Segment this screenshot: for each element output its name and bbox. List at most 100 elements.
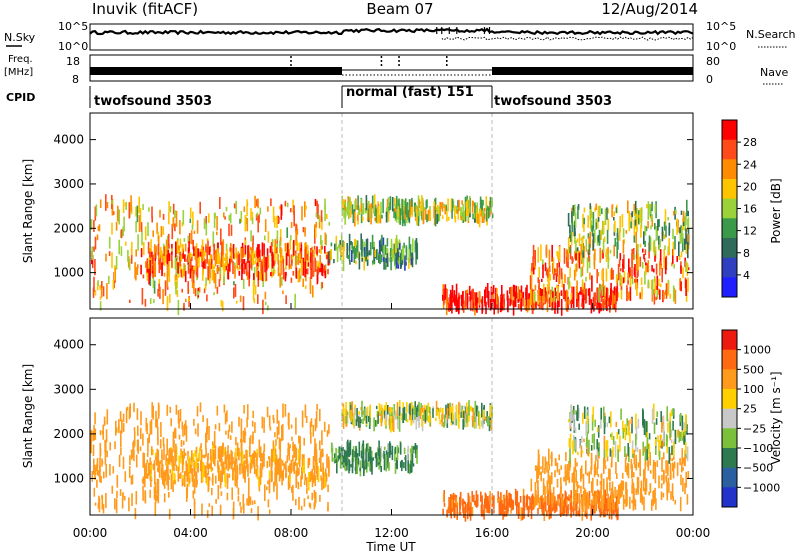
power-echo-cell: [472, 289, 474, 303]
power-echo-cell: [111, 222, 113, 235]
power-echo-cell: [368, 200, 370, 205]
velocity-echo-cell: [371, 450, 373, 463]
velocity-echo-cell: [336, 457, 338, 474]
velocity-echo-cell: [208, 476, 211, 481]
velocity-echo-cell: [276, 482, 278, 500]
velocity-echo-cell: [531, 503, 534, 511]
power-echo-cell: [139, 208, 142, 223]
velocity-echo-cell: [672, 420, 674, 431]
velocity-echo-cell: [206, 426, 208, 443]
x-axis: 00:00 04:00 08:00 12:00 16:00 20:00 00:00 Time…: [73, 303, 710, 554]
velocity-echo-cell: [441, 409, 444, 420]
power-echo-cell: [455, 283, 458, 300]
velocity-echo-cell: [158, 465, 160, 473]
velocity-echo-cell: [449, 504, 452, 515]
velocity-echo-cell: [163, 493, 166, 503]
velocity-echo-cell: [658, 475, 660, 489]
velocity-echo-cell: [455, 497, 458, 505]
velocity-echo-cell: [377, 411, 379, 424]
power-echo-cell: [609, 249, 612, 254]
velocity-echo-cell: [307, 495, 309, 500]
power-echo-cell: [183, 302, 185, 311]
power-echo-cell: [583, 218, 585, 232]
power-echo-cell: [379, 215, 382, 224]
velocity-echo-cell: [257, 506, 259, 521]
velocity-echo-cell: [363, 466, 366, 470]
power-echo-cell: [593, 293, 595, 305]
velocity-echo-cell: [435, 400, 438, 416]
power-echo-cell: [204, 283, 207, 290]
power-echo-cell: [240, 211, 243, 223]
velocity-echo-cell: [232, 508, 235, 520]
power-echo-cell: [187, 235, 190, 244]
power-echo-cell: [171, 261, 174, 269]
velocity-echo-cell: [604, 501, 607, 506]
power-echo-cell: [569, 267, 571, 278]
velocity-echo-cell: [383, 409, 386, 419]
power-echo-cell: [408, 257, 410, 269]
velocity-echo-cell: [483, 504, 485, 520]
power-echo-cell: [457, 207, 460, 220]
power-echo-cell: [140, 264, 142, 275]
power-echo-cell: [367, 256, 369, 260]
power-echo-cell: [444, 284, 446, 300]
velocity-echo-cell: [103, 471, 105, 479]
power-echo-cell: [111, 200, 113, 205]
power-echo-cell: [597, 205, 600, 219]
velocity-echo-cell: [560, 477, 562, 485]
power-echo-cell: [405, 261, 407, 266]
velocity-echo-cell: [616, 500, 619, 509]
power-echo-cell: [373, 205, 375, 214]
velocity-echo-cell: [149, 421, 152, 435]
power-echo-cell: [300, 251, 302, 261]
power-echo-cell: [598, 287, 600, 303]
power-echo-cell: [298, 268, 301, 282]
power-echo-cell: [485, 196, 488, 211]
velocity-echo-cell: [633, 472, 635, 478]
power-echo-cell: [247, 245, 249, 263]
velocity-echo-cell: [561, 497, 564, 507]
power-echo-cell: [644, 240, 646, 247]
power-echo-cell: [548, 249, 551, 267]
velocity-echo-cell: [660, 411, 662, 423]
power-echo-cell: [166, 286, 169, 290]
power-echo-cell: [282, 290, 284, 294]
velocity-echo-cell: [553, 501, 555, 511]
velocity-echo-cell: [295, 417, 297, 435]
velocity-echo-cell: [149, 476, 152, 481]
velocity-echo-cell: [272, 440, 275, 454]
velocity-echo-cell: [396, 412, 399, 428]
velocity-echo-cell: [570, 508, 572, 518]
velocity-echo-cell: [101, 430, 104, 435]
power-echo-cell: [206, 294, 208, 302]
velocity-echo-cell: [618, 489, 620, 504]
power-echo-cell: [656, 287, 658, 300]
power-echo-cell: [315, 260, 317, 272]
power-echo-cell: [511, 301, 514, 306]
power-echo-cell: [389, 257, 391, 262]
velocity-echo-cell: [663, 438, 665, 447]
nsearch-top-tick: 10^5: [706, 20, 736, 33]
power-echo-cell: [414, 242, 417, 253]
velocity-echo-cell: [611, 500, 614, 510]
power-echo-cell: [687, 277, 689, 292]
velocity-echo-cell: [327, 484, 329, 492]
power-echo-cell: [640, 225, 642, 238]
velocity-echo-cell: [522, 495, 525, 513]
velocity-echo-cell: [106, 409, 109, 425]
power-echo-cell: [651, 279, 654, 295]
power-echo-cell: [213, 265, 216, 269]
power-echo-cell: [595, 203, 597, 210]
power-echo-cell: [548, 267, 550, 277]
velocity-echo-cell: [362, 418, 364, 424]
velocity-echo-cell: [148, 467, 150, 476]
velocity-echo-cell: [528, 507, 530, 513]
power-echo-cell: [286, 227, 288, 238]
power-echo-cell: [653, 268, 655, 273]
power-echo-cell: [408, 249, 410, 263]
velocity-echo-cell: [575, 410, 577, 415]
power-echo-cell: [458, 296, 460, 313]
power-echo-cell: [473, 213, 476, 219]
velocity-colorbar-block: [722, 467, 737, 488]
velocity-echo-cell: [394, 463, 397, 474]
